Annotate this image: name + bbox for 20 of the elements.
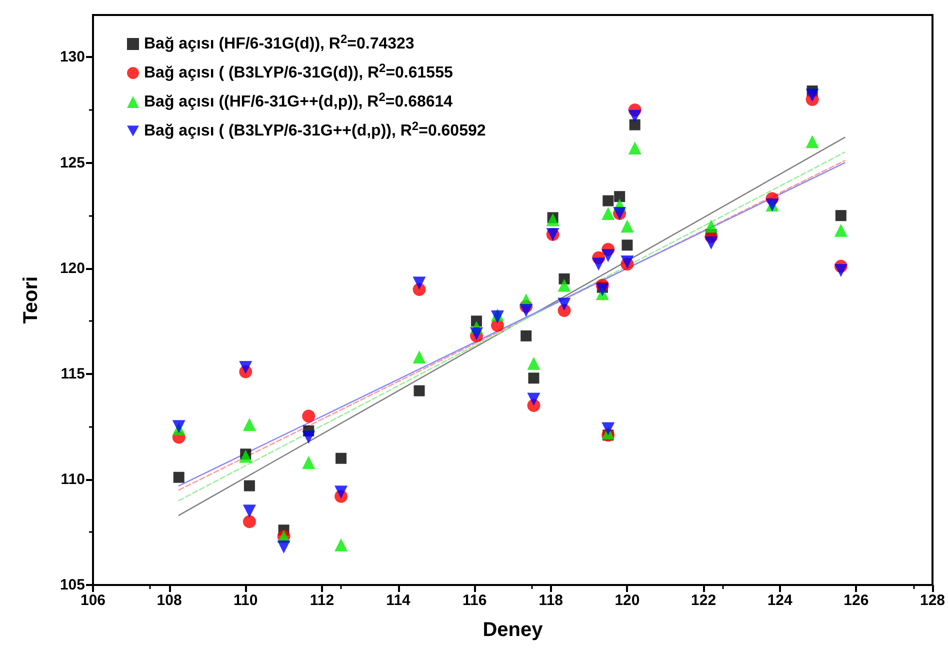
y-axis-title: Teori <box>20 276 42 324</box>
x-tick-label: 108 <box>156 592 182 609</box>
y-tick-label: 115 <box>60 365 85 382</box>
x-tick-label: 110 <box>234 592 258 609</box>
y-tick-label: 110 <box>60 470 85 488</box>
x-tick-label: 112 <box>310 592 334 609</box>
x-axis-title: Deney <box>482 619 544 641</box>
x-tick-label: 116 <box>462 592 487 609</box>
x-tick-label: 128 <box>920 592 945 609</box>
y-tick-label: 130 <box>60 48 85 66</box>
x-tick-label: 124 <box>767 592 794 609</box>
x-tick-label: 114 <box>386 592 412 609</box>
y-tick-label: 105 <box>60 576 85 594</box>
y-tick-label: 120 <box>60 260 85 277</box>
x-tick-label: 106 <box>80 592 106 609</box>
x-tick-label: 126 <box>844 592 869 609</box>
x-tick-label: 122 <box>691 592 716 609</box>
y-tick-label: 125 <box>60 154 85 172</box>
x-tick-label: 120 <box>614 592 640 609</box>
x-tick-label: 118 <box>538 592 564 609</box>
